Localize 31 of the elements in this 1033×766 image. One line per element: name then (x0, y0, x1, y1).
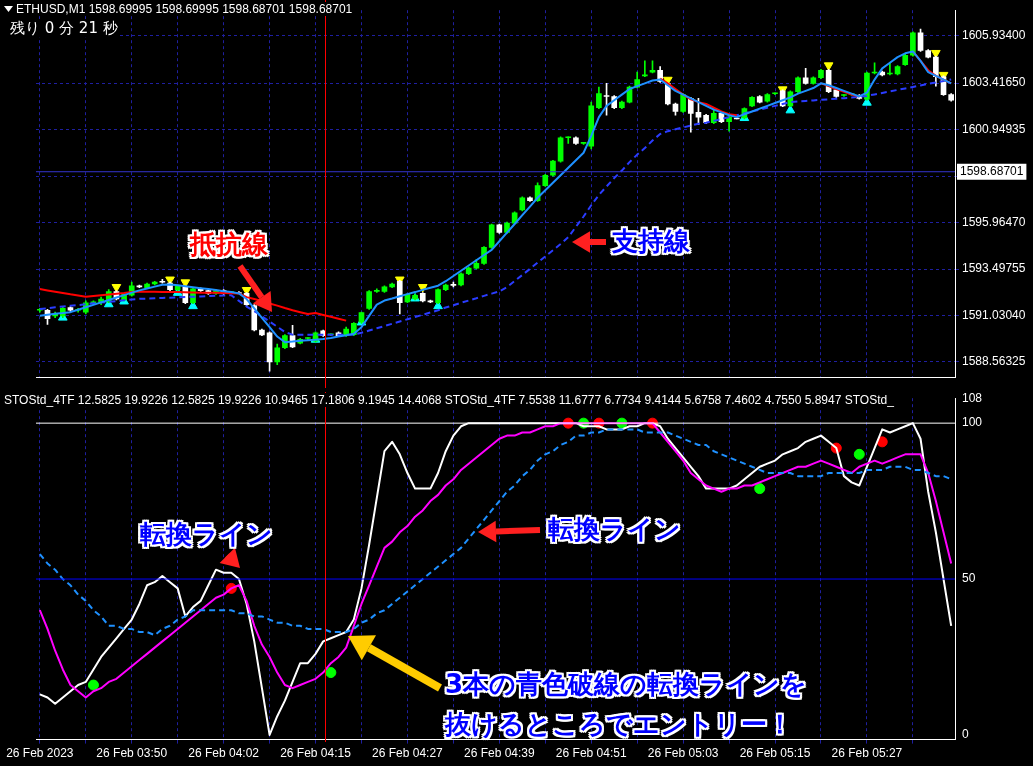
annotation: 抜けるところでエントリー！ (445, 708, 793, 740)
chart-title: ETHUSD,M1 1598.69995 1598.69995 1598.68701 1598.68701 (16, 2, 353, 16)
x-tick-label: 26 Feb 04:39 (463, 746, 536, 761)
x-tick-label: 26 Feb 2023 (6, 746, 74, 761)
ref-line-label: 1598.68701 (960, 164, 1024, 179)
chart-title: STOStd_4TF 12.5825 19.9226 12.5825 19.9226 10.9465 17.1806 9.1945 14.4068 STOStd_4TF 7.5538 11.6777 6.7734 9.4144 5.6758 7.4602 4.7550 5.8947 STOStd_ (4, 393, 894, 407)
y-tick-label: 1605.93400 (962, 28, 1026, 43)
y-tick-label: 1593.49755 (962, 261, 1026, 276)
annotation: 3本の青色破線の転換ラインを (445, 668, 808, 700)
y-tick-label: 1600.94935 (962, 121, 1026, 136)
y-tick-label: 1591.03040 (962, 307, 1026, 322)
y-tick-label: 108 (962, 390, 983, 405)
annotation: 転換ライン (140, 518, 273, 550)
x-tick-label: 26 Feb 04:27 (372, 746, 444, 761)
annotation: 支持線 (612, 225, 690, 257)
text: 残り 0 分 21 秒 (10, 19, 118, 37)
x-tick-label: 26 Feb 05:03 (647, 746, 719, 761)
x-tick-label: 26 Feb 04:02 (188, 746, 260, 761)
y-tick-label: 50 (962, 571, 976, 586)
y-tick-label: 1595.96470 (962, 215, 1026, 230)
y-tick-label: 1588.56325 (962, 353, 1026, 368)
x-tick-label: 26 Feb 04:15 (280, 746, 352, 761)
x-tick-label: 26 Feb 05:15 (739, 746, 811, 761)
annotation: 抵抗線 (190, 228, 268, 260)
y-tick-label: 100 (962, 415, 983, 430)
x-tick-label: 26 Feb 04:51 (555, 746, 627, 761)
x-tick-label: 26 Feb 05:27 (831, 746, 903, 761)
annotation: 転換ライン (548, 513, 681, 545)
x-tick-label: 26 Feb 03:50 (96, 746, 168, 761)
y-tick-label: 0 (962, 727, 969, 742)
y-tick-label: 1603.41650 (962, 75, 1026, 90)
